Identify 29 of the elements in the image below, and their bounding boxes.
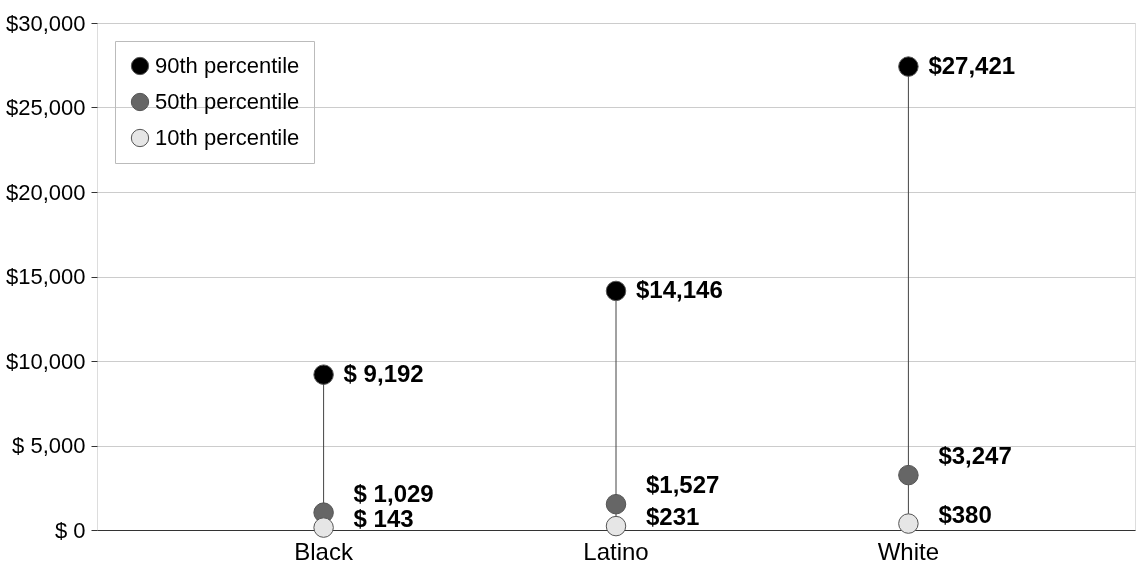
y-tick-label: $10,000 [5, 348, 86, 374]
data-label: $ 1,029 [353, 479, 434, 507]
legend-label: 90th percentile [155, 53, 300, 78]
y-tick-label: $ 0 [54, 517, 86, 543]
point [605, 280, 627, 302]
point [605, 493, 627, 515]
data-label: $3,247 [938, 442, 1012, 470]
x-tick-label: White [877, 537, 940, 565]
point [898, 56, 919, 77]
point [605, 515, 627, 537]
point [898, 513, 919, 534]
x-tick-label: Latino [583, 537, 649, 565]
x-tick-label: Black [294, 537, 354, 565]
y-tick-label: $30,000 [5, 10, 86, 36]
point [313, 364, 334, 385]
point [313, 517, 334, 538]
data-label: $1,527 [646, 471, 720, 499]
y-tick-label: $15,000 [5, 264, 86, 289]
legend-label: 10th percentile [155, 125, 300, 150]
data-label: $27,421 [928, 51, 1016, 79]
y-tick-label: $25,000 [5, 95, 86, 120]
data-label: $14,146 [636, 275, 723, 303]
data-label: $231 [646, 503, 700, 531]
y-tick-label: $ 5,000 [12, 433, 86, 458]
data-label: $380 [938, 500, 992, 528]
data-label: $ 9,192 [343, 359, 424, 387]
point [898, 464, 919, 486]
legend-label: 50th percentile [155, 89, 300, 114]
y-tick-label: $20,000 [5, 179, 86, 205]
